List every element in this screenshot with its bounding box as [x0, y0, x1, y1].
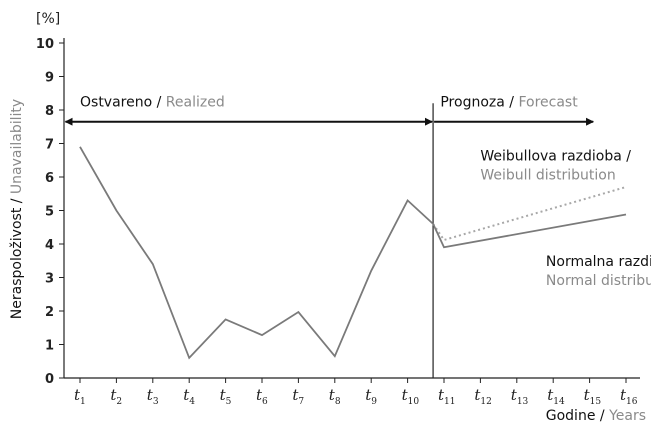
x-tick-label: t15: [584, 386, 602, 407]
forecast-annotation: Prognoza / Forecast: [440, 95, 578, 111]
x-tick-label: t10: [402, 386, 420, 407]
x-tick-label: t6: [256, 386, 268, 407]
realized-annotation: Ostvareno / Realized: [80, 95, 225, 111]
y-tick-label: 5: [45, 205, 54, 220]
x-tick-label: t4: [183, 386, 195, 407]
x-tick-label: t8: [329, 386, 341, 407]
y-tick-label: 7: [45, 138, 54, 153]
y-tick-label: 3: [45, 272, 54, 287]
normal-forecast-line: [432, 213, 627, 249]
x-tick-label: t1: [74, 386, 86, 407]
weibull-annotation: Weibullova razdioba / Weibull distributi…: [480, 148, 635, 183]
weibull-annotation-line1: Weibullova razdioba /: [480, 148, 631, 164]
y-tick-label: 10: [36, 37, 54, 52]
x-tick-label: t2: [110, 386, 122, 407]
y-tick-label: 4: [45, 238, 54, 253]
x-tick-label: t7: [292, 386, 304, 407]
y-tick-label: 2: [45, 305, 54, 320]
x-tick-label: t14: [547, 386, 565, 407]
x-axis-title-sep: /: [595, 408, 609, 424]
y-ticks: 0 1 2 3 4 5 6 7 8 9 10: [36, 37, 64, 387]
x-tick-label: t3: [147, 386, 159, 407]
y-tick-label: 0: [45, 372, 54, 387]
x-ticks: t1 t2 t3 t4 t5 t6 t7 t8 t9 t10 t11 t12 t13 t14 t15 t16: [74, 378, 638, 407]
realized-unavailability-line: [79, 146, 434, 360]
x-axis-title-primary: Godine: [546, 408, 596, 424]
x-tick-label: t5: [220, 386, 232, 407]
y-tick-label: 9: [45, 71, 54, 86]
y-tick-label: 6: [45, 171, 54, 186]
y-axis-title-sep: /: [9, 194, 25, 208]
normal-annotation-line1: Normalna razdioba /: [546, 254, 651, 270]
x-tick-label: t16: [620, 386, 638, 407]
x-tick-label: t12: [474, 386, 491, 407]
y-axis-title-secondary: Unavailability: [9, 99, 25, 194]
x-axis-title-secondary: Years: [608, 408, 646, 424]
x-axis-title: Godine / Years: [546, 408, 646, 424]
x-tick-label: t13: [511, 386, 529, 407]
normal-annotation-line2: Normal distribution: [546, 273, 651, 289]
y-tick-label: 8: [45, 104, 54, 119]
normal-annotation: Normalna razdioba / Normal distribution: [546, 254, 651, 289]
x-tick-label: t11: [438, 386, 455, 407]
y-axis-title-primary: Neraspoloživost: [9, 207, 25, 319]
y-axis-title: Neraspoloživost / Unavailability: [9, 99, 25, 319]
weibull-forecast-line: [432, 186, 627, 242]
y-tick-label: 1: [45, 339, 54, 354]
x-tick-label: t9: [365, 386, 377, 407]
y-unit-label: [%]: [36, 11, 60, 27]
weibull-annotation-line2: Weibull distribution: [480, 167, 615, 183]
